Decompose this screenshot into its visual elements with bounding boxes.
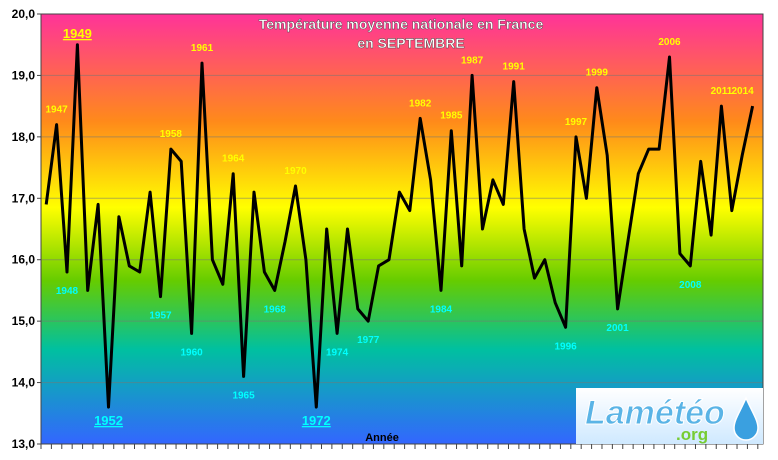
chart-title-line2: en SEPTEMBRE: [357, 35, 464, 51]
year-annotation-1991: 1991: [503, 62, 526, 73]
year-annotation-2014: 2014: [731, 86, 754, 97]
year-annotation-1957: 1957: [149, 311, 172, 322]
logo-text-sub: .org: [676, 425, 708, 444]
y-tick-label: 15,0: [12, 314, 36, 328]
year-annotation-1972: 1972: [302, 413, 331, 428]
y-tick-label: 14,0: [12, 376, 36, 390]
axes: [40, 13, 764, 445]
chart-title-line1: Température moyenne nationale en France: [259, 16, 544, 32]
y-tick-labels: 13,0 14,0 15,0 16,0 17,0 18,0 19,0 20,0: [12, 7, 41, 451]
y-tick-label: 16,0: [12, 253, 36, 267]
y-tick-label: 19,0: [12, 68, 36, 82]
year-annotation-1958: 1958: [160, 129, 183, 140]
y-tick-label: 13,0: [12, 437, 36, 451]
year-annotation-2011: 2011: [711, 86, 733, 97]
year-annotation-1947: 1947: [45, 105, 68, 116]
year-annotation-1948: 1948: [56, 286, 79, 297]
year-annotation-1965: 1965: [232, 390, 255, 401]
x-axis-label: Année: [365, 432, 399, 444]
logo-text-main: Lamétéo: [585, 394, 725, 432]
year-annotation-1982: 1982: [409, 98, 432, 109]
water-drop-icon: [733, 396, 759, 441]
plot-frame: [40, 13, 764, 445]
x-tick-marks: [40, 444, 759, 449]
plot-background: [41, 14, 763, 444]
y-tick-label: 18,0: [12, 130, 36, 144]
year-annotation-1952: 1952: [94, 413, 123, 428]
year-annotation-1964: 1964: [222, 154, 245, 165]
year-annotation-2008: 2008: [679, 280, 702, 291]
y-tick-label: 20,0: [12, 7, 36, 21]
series-line-temperature: [44, 43, 755, 409]
year-annotation-1996: 1996: [554, 341, 577, 352]
year-annotation-1974: 1974: [326, 347, 349, 358]
year-annotation-2006: 2006: [658, 37, 681, 48]
year-annotation-1961: 1961: [191, 43, 214, 54]
year-annotation-1987: 1987: [461, 55, 484, 66]
lameteo-logo: Lamétéo .org: [576, 388, 763, 444]
year-annotation-1999: 1999: [586, 68, 609, 79]
year-annotation-1984: 1984: [430, 304, 453, 315]
year-annotation-1960: 1960: [181, 347, 204, 358]
year-annotation-1968: 1968: [264, 304, 287, 315]
year-annotation-1949: 1949: [63, 26, 92, 41]
year-annotations: 1947 1948 1949 1952 1957 1958 1960 1961 1964 1965…: [45, 26, 754, 428]
year-annotation-1977: 1977: [357, 335, 380, 346]
y-tick-label: 17,0: [12, 191, 36, 205]
year-annotation-2001: 2001: [606, 323, 629, 334]
year-annotation-1997: 1997: [565, 117, 588, 128]
gridlines: [41, 74, 763, 384]
year-annotation-1985: 1985: [440, 111, 463, 122]
logo-box: [576, 388, 763, 444]
year-annotation-1970: 1970: [284, 166, 307, 177]
